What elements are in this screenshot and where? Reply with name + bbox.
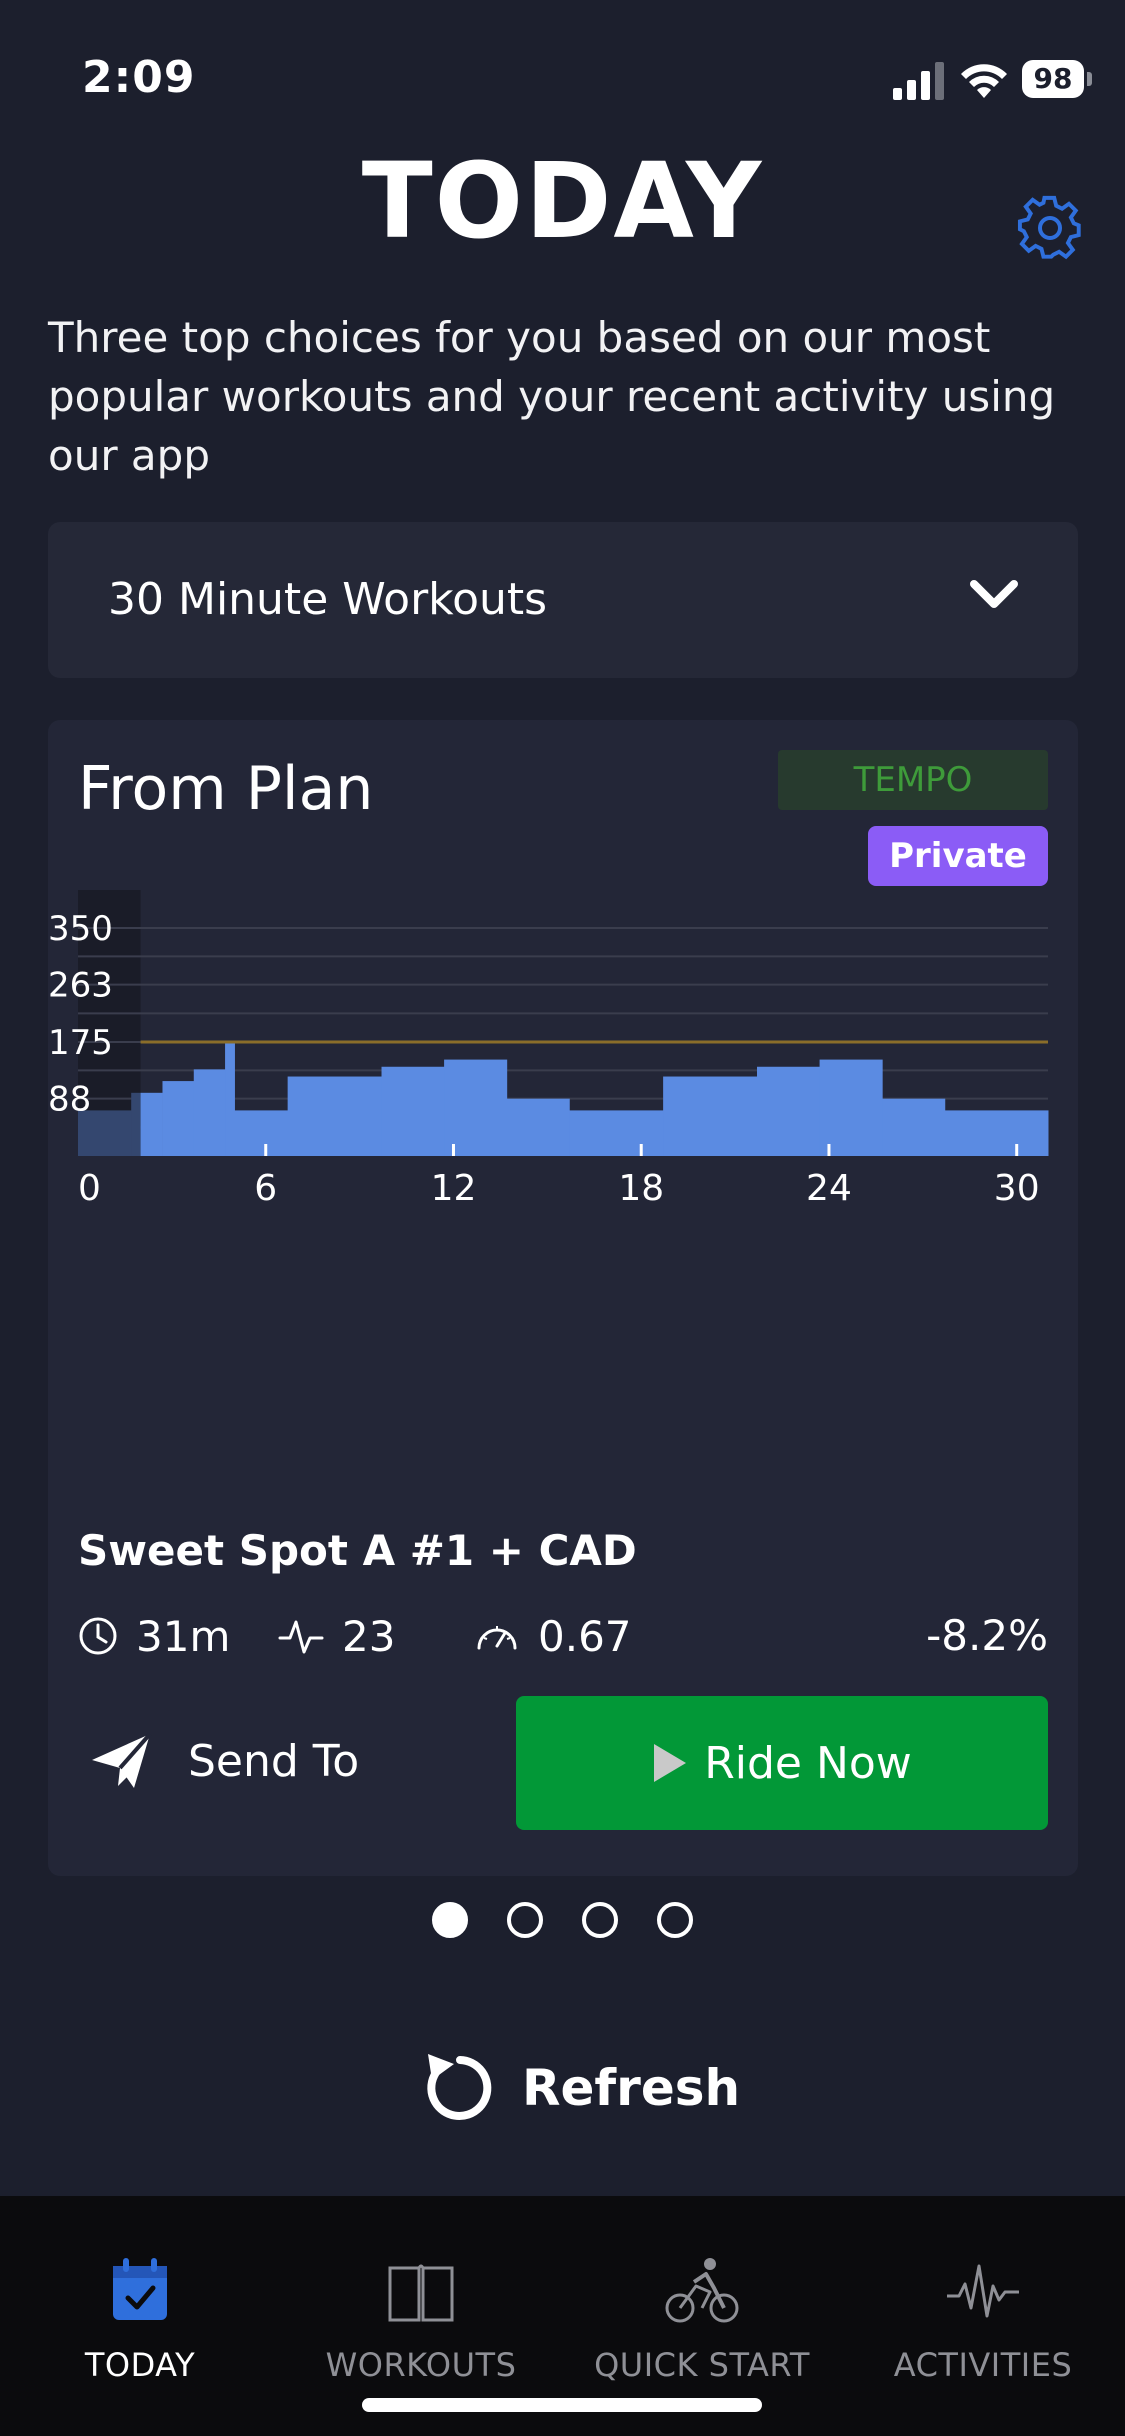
speedometer-icon [477, 1626, 517, 1650]
chart-y-tick-label: 350 [48, 909, 113, 949]
tab-label: WORKOUTS [325, 2346, 517, 2384]
status-time: 2:09 [82, 52, 196, 103]
chevron-down-icon [970, 580, 1018, 608]
page-title: TODAY [361, 140, 764, 262]
battery-level: 98 [1022, 60, 1084, 98]
play-icon [654, 1744, 687, 1782]
wifi-icon [961, 64, 1007, 98]
bottom-tab-bar: TODAY WORKOUTS QUICK START ACTIVITIES [0, 2196, 1125, 2436]
intensity-stat: 0.67 [474, 1606, 632, 1666]
chart-x-tick-label: 24 [806, 1168, 852, 1209]
calendar-check-icon [113, 2258, 167, 2320]
chart-step-bar [506, 1098, 570, 1156]
chart-x-tick-label: 0 [78, 1168, 101, 1209]
intro-text: Three top choices for you based on our m… [48, 313, 1056, 480]
duration-value: 31m [136, 1611, 231, 1661]
chart-step-bar [193, 1069, 226, 1156]
cyclist-icon [665, 2258, 739, 2323]
battery-tip [1087, 72, 1092, 86]
pager-dot[interactable] [582, 1902, 618, 1938]
pager-dot[interactable] [657, 1902, 693, 1938]
chart-step-bar [225, 1042, 235, 1156]
pager-dot[interactable] [432, 1902, 468, 1938]
chart-step-bar [663, 1076, 758, 1156]
chart-step-bar [882, 1098, 946, 1156]
tss-value: 23 [342, 1611, 396, 1661]
dropdown-selected-value: 30 Minute Workouts [108, 574, 548, 625]
chart-step-bar [162, 1081, 195, 1156]
paper-plane-icon [92, 1732, 152, 1788]
chart-step-bar [287, 1076, 383, 1156]
chart-step-bar [131, 1092, 141, 1156]
duration-stat: 31m [78, 1606, 230, 1666]
book-icon [388, 2264, 454, 2322]
chart-step-bar [234, 1110, 289, 1156]
carousel-pager [0, 1902, 1125, 1946]
chart-y-tick-label: 263 [48, 966, 113, 1006]
chart-x-tick-label: 12 [431, 1168, 477, 1209]
tab-label: TODAY [84, 2346, 196, 2384]
chart-step-bar [944, 1110, 1049, 1156]
send-to-button[interactable]: Send To [90, 1694, 510, 1828]
ride-now-label: Ride Now [704, 1737, 912, 1789]
chart-x-tick-label: 30 [994, 1168, 1040, 1209]
chart-step-bar [78, 1110, 132, 1156]
workout-power-chart: 350 263 175 88 0 6 12 18 24 30 [48, 890, 1049, 1209]
cellular-signal-icon [893, 60, 945, 100]
home-indicator [362, 2398, 762, 2412]
zone-badge: TEMPO [778, 750, 1048, 810]
workout-card[interactable]: From Plan TEMPO Private 350 263 175 88 0 6 12 1… [48, 720, 1078, 1876]
tab-quick-start[interactable]: QUICK START [572, 2256, 832, 2384]
pager-dot[interactable] [507, 1902, 543, 1938]
chart-step-bar [757, 1066, 821, 1156]
workout-name: Sweet Spot A #1 + CAD [78, 1526, 637, 1575]
status-bar: 2:09 98 [0, 0, 1125, 150]
chart-step-bar [444, 1059, 508, 1156]
chart-step-bar [819, 1059, 883, 1156]
chart-step-bar [140, 1092, 163, 1156]
refresh-button[interactable]: Refresh [420, 2048, 740, 2128]
tab-label: ACTIVITIES [893, 2346, 1073, 2384]
change-value: -8.2% [926, 1611, 1048, 1660]
clock-icon [79, 1617, 117, 1655]
send-to-label: Send To [188, 1735, 360, 1787]
chart-x-tick-label: 6 [254, 1168, 277, 1209]
tab-label: QUICK START [594, 2346, 810, 2384]
tab-activities[interactable]: ACTIVITIES [853, 2256, 1113, 2384]
refresh-icon [427, 2054, 492, 2120]
chart-y-tick-label: 88 [48, 1080, 91, 1120]
card-title: From Plan [78, 754, 374, 824]
refresh-label: Refresh [522, 2059, 741, 2117]
gear-icon[interactable] [1016, 194, 1084, 262]
tss-stat: 23 [278, 1606, 395, 1666]
workout-stats: 31m 23 0.67 -8.2% [78, 1606, 1048, 1666]
private-badge: Private [868, 826, 1048, 886]
chart-step-bar [381, 1066, 445, 1156]
workout-length-dropdown[interactable]: 30 Minute Workouts [48, 522, 1078, 678]
chart-step-bar [569, 1110, 664, 1156]
activity-pulse-icon [947, 2264, 1019, 2318]
chart-x-tick-label: 18 [618, 1168, 664, 1209]
intensity-value: 0.67 [538, 1611, 632, 1661]
tab-workouts[interactable]: WORKOUTS [291, 2256, 551, 2384]
chart-y-tick-label: 175 [48, 1023, 113, 1063]
ride-now-button[interactable]: Ride Now [516, 1696, 1048, 1830]
tab-today[interactable]: TODAY [10, 2256, 270, 2384]
pulse-icon [278, 1620, 324, 1654]
